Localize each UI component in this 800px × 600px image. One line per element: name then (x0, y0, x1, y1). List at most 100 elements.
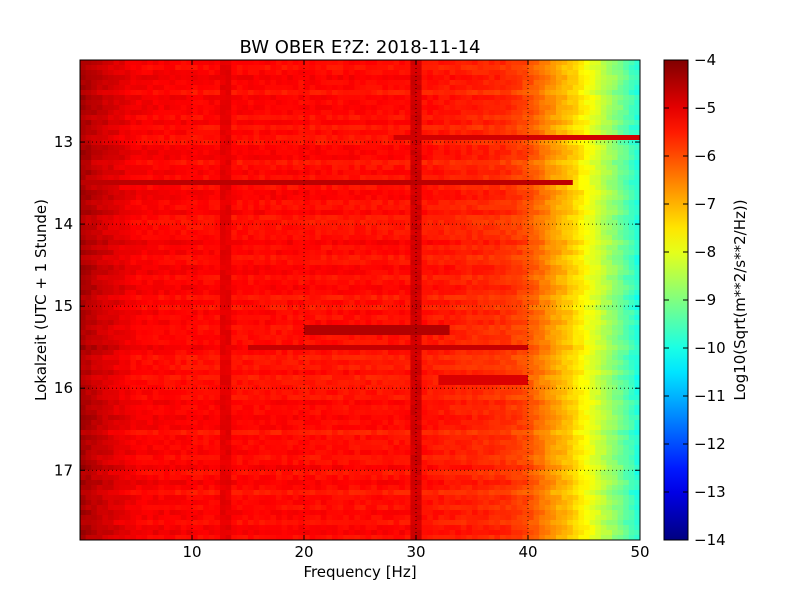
heatmap-cell (455, 110, 462, 116)
heatmap-cell (180, 65, 187, 71)
heatmap-cell (634, 60, 640, 66)
heatmap-cell (208, 135, 215, 141)
heatmap-cell (164, 230, 171, 236)
heatmap-cell (511, 270, 518, 276)
heatmap-cell (623, 210, 630, 216)
heatmap-cell (164, 200, 171, 206)
heatmap-cell (337, 275, 344, 281)
heatmap-cell (416, 200, 423, 206)
heatmap-cell (203, 250, 210, 256)
heatmap-cell (606, 90, 613, 96)
heatmap-cell (264, 295, 271, 301)
heatmap-cell (393, 240, 400, 246)
heatmap-cell (326, 165, 333, 171)
heatmap-cell (253, 215, 260, 221)
heatmap-cell (595, 215, 602, 221)
heatmap-cell (270, 115, 277, 121)
heatmap-cell (522, 85, 529, 91)
heatmap-cell (91, 200, 98, 206)
heatmap-cell (287, 150, 294, 156)
heatmap-cell (320, 60, 327, 66)
heatmap-cell (578, 70, 585, 76)
heatmap-cell (606, 70, 613, 76)
heatmap-cell (617, 95, 624, 101)
heatmap-cell (494, 230, 501, 236)
heatmap-cell (472, 190, 479, 196)
heatmap-cell (348, 130, 355, 136)
heatmap-cell (298, 125, 305, 131)
heatmap-cell (270, 235, 277, 241)
heatmap-cell (399, 295, 406, 301)
heatmap-cell (449, 90, 456, 96)
heatmap-cell (304, 285, 311, 291)
heatmap-cell (561, 120, 568, 126)
heatmap-cell (421, 190, 428, 196)
heatmap-cell (511, 255, 518, 261)
heatmap-cell (477, 195, 484, 201)
heatmap-cell (264, 110, 271, 116)
heatmap-cell (186, 300, 193, 306)
heatmap-cell (365, 125, 372, 131)
heatmap-cell (169, 130, 176, 136)
heatmap-cell (85, 215, 92, 221)
heatmap-cell (528, 215, 535, 221)
heatmap-cell (91, 245, 98, 251)
heatmap-cell (360, 290, 367, 296)
heatmap-cell (292, 260, 299, 266)
heatmap-cell (197, 250, 204, 256)
heatmap-cell (248, 80, 255, 86)
heatmap-cell (623, 195, 630, 201)
heatmap-cell (432, 65, 439, 71)
heatmap-cell (152, 195, 159, 201)
heatmap-cell (421, 105, 428, 111)
heatmap-cell (175, 285, 182, 291)
heatmap-cell (589, 190, 596, 196)
heatmap-cell (147, 290, 154, 296)
heatmap-cell (477, 255, 484, 261)
heatmap-cell (539, 85, 546, 91)
heatmap-cell (225, 155, 232, 161)
heatmap-cell (169, 180, 176, 186)
heatmap-cell (270, 145, 277, 151)
heatmap-cell (393, 140, 400, 146)
heatmap-cell (606, 165, 613, 171)
heatmap-cell (483, 290, 490, 296)
heatmap-cell (460, 250, 467, 256)
heatmap-cell (371, 305, 378, 311)
heatmap-cell (589, 265, 596, 271)
heatmap-cell (197, 195, 204, 201)
heatmap-cell (567, 135, 574, 141)
heatmap-cell (432, 290, 439, 296)
heatmap-cell (500, 145, 507, 151)
heatmap-cell (600, 265, 607, 271)
heatmap-cell (332, 205, 339, 211)
heatmap-cell (466, 115, 473, 121)
heatmap-cell (141, 185, 148, 191)
heatmap-cell (253, 260, 260, 266)
heatmap-cell (180, 225, 187, 231)
heatmap-cell (175, 195, 182, 201)
heatmap-cell (600, 190, 607, 196)
heatmap-cell (623, 100, 630, 106)
heatmap-cell (253, 245, 260, 251)
heatmap-cell (158, 155, 165, 161)
heatmap-cell (298, 110, 305, 116)
heatmap-cell (225, 265, 232, 271)
heatmap-cell (220, 220, 227, 226)
heatmap-cell (208, 170, 215, 176)
heatmap-cell (259, 165, 266, 171)
heatmap-cell (298, 295, 305, 301)
heatmap-cell (102, 145, 109, 151)
heatmap-cell (80, 290, 87, 296)
heatmap-cell (208, 235, 215, 241)
heatmap-cell (225, 215, 232, 221)
heatmap-cell (96, 130, 103, 136)
heatmap-cell (276, 65, 283, 71)
heatmap-cell (225, 90, 232, 96)
heatmap-cell (332, 200, 339, 206)
heatmap-cell (91, 160, 98, 166)
heatmap-cell (432, 140, 439, 146)
heatmap-cell (91, 240, 98, 246)
heatmap-cell (91, 145, 98, 151)
heatmap-cell (455, 175, 462, 181)
